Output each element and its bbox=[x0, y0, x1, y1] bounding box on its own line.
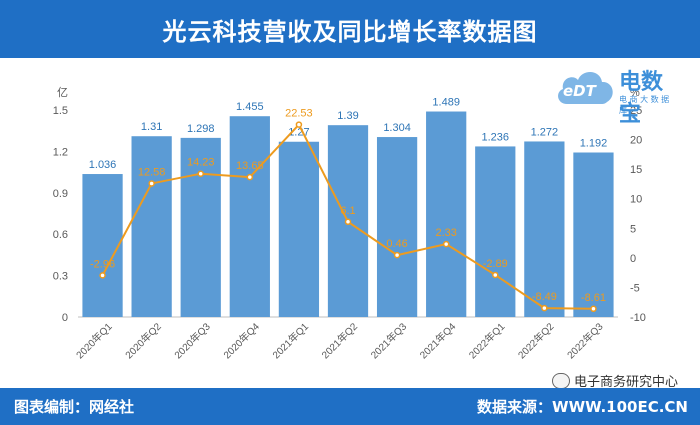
growth-rate-point bbox=[344, 218, 352, 226]
logo-brand-text: 电数宝 bbox=[619, 70, 664, 127]
y-tick-label: 0.3 bbox=[53, 271, 68, 283]
bar-value-label: 1.39 bbox=[337, 110, 358, 122]
watermark-text: 电子商务研究中心 bbox=[573, 375, 678, 390]
cloud-icon bbox=[558, 71, 613, 104]
x-tick-label: 2020年Q1 bbox=[73, 320, 115, 362]
x-tick-label: 2021年Q1 bbox=[270, 320, 312, 362]
growth-rate-point bbox=[442, 240, 450, 248]
x-tick-label: 2022年Q1 bbox=[466, 320, 508, 362]
line-value-label: -2.96 bbox=[90, 258, 115, 270]
x-tick-label: 2021年Q3 bbox=[368, 320, 410, 362]
y2-tick-label: 15 bbox=[630, 164, 642, 176]
line-value-label: 14.23 bbox=[187, 157, 215, 169]
growth-rate-point bbox=[197, 170, 204, 177]
y2-tick-label: 25 bbox=[630, 105, 642, 117]
bar-value-label: 1.27 bbox=[288, 127, 309, 139]
growth-rate-point bbox=[492, 271, 499, 279]
footer-source: 数据来源：WWW.100EC.CN bbox=[477, 398, 688, 416]
y2-axis-unit: % bbox=[630, 87, 640, 99]
growth-rate-point bbox=[99, 272, 106, 279]
x-tick-label: 2021年Q2 bbox=[319, 320, 361, 362]
y-tick-label: 1.2 bbox=[53, 146, 68, 158]
x-tick-label: 2021年Q4 bbox=[417, 320, 459, 362]
line-value-label: 12.58 bbox=[138, 166, 166, 178]
growth-rate-point bbox=[246, 173, 254, 181]
wechat-icon bbox=[551, 372, 570, 389]
revenue-bar bbox=[278, 141, 320, 317]
x-tick-label: 2022年Q3 bbox=[564, 320, 606, 362]
revenue-bar bbox=[180, 137, 221, 317]
x-tick-label: 2020年Q2 bbox=[122, 320, 164, 362]
y-tick-label: 0.9 bbox=[53, 188, 68, 200]
line-value-label: 13.65 bbox=[236, 160, 264, 172]
revenue-bar bbox=[229, 116, 270, 318]
chart-title: 光云科技营收及同比增长率数据图 bbox=[162, 17, 538, 46]
y-axis-unit: 亿 bbox=[57, 86, 68, 99]
growth-rate-point bbox=[295, 121, 303, 128]
line-value-label: 22.53 bbox=[285, 108, 313, 120]
x-tick-label: 2020年Q4 bbox=[221, 320, 263, 362]
watermark: 电子商务研究中心 bbox=[551, 371, 678, 390]
revenue-bar bbox=[524, 141, 565, 317]
y2-tick-label: -5 bbox=[630, 282, 640, 294]
line-value-label: -8.61 bbox=[581, 292, 606, 304]
y2-tick-label: 0 bbox=[630, 253, 636, 265]
y2-tick-label: 5 bbox=[630, 223, 636, 235]
bar-value-label: 1.455 bbox=[236, 101, 264, 113]
bar-value-label: 1.489 bbox=[432, 97, 460, 109]
chart-footer: 图表编制：网经社 数据来源：WWW.100EC.CN bbox=[0, 388, 700, 425]
y-tick-label: 1.5 bbox=[53, 105, 68, 117]
growth-rate-point bbox=[393, 251, 401, 259]
bar-value-label: 1.31 bbox=[141, 121, 162, 133]
logo-subtitle: 电 商 大 数 据 库 bbox=[619, 95, 670, 115]
x-tick-label: 2020年Q3 bbox=[171, 320, 213, 362]
growth-rate-point bbox=[590, 305, 597, 313]
line-value-label: 2.33 bbox=[435, 227, 456, 239]
line-value-label: 6.1 bbox=[340, 205, 355, 217]
logo-edt-text: eDT bbox=[563, 82, 596, 100]
revenue-bar bbox=[376, 137, 418, 317]
y-tick-label: 0.6 bbox=[53, 229, 68, 241]
chart-area: 0 0.3 0.6 0.9 1.2 1.5 亿 -10 -5 0 5 10 15 20 25% 1.036 1.… bbox=[0, 58, 700, 388]
revenue-bar bbox=[426, 111, 467, 317]
footer-compiler: 图表编制：网经社 bbox=[14, 398, 135, 416]
x-tick-label: 2022年Q2 bbox=[515, 320, 557, 362]
y2-tick-label: -10 bbox=[630, 312, 646, 324]
bar-value-label: 1.272 bbox=[531, 126, 559, 138]
chart-header: 光云科技营收及同比增长率数据图 bbox=[0, 0, 700, 58]
y2-tick-label: 10 bbox=[630, 194, 642, 206]
line-value-label: 0.46 bbox=[386, 238, 407, 250]
revenue-bar bbox=[82, 174, 123, 317]
revenue-bar bbox=[131, 136, 172, 317]
bar-value-label: 1.298 bbox=[187, 123, 215, 135]
y-tick-label: 0 bbox=[62, 312, 68, 324]
bar-value-label: 1.192 bbox=[580, 138, 608, 150]
brand-logo: eDT 电数宝 电 商 大 数 据 库 bbox=[555, 60, 673, 127]
growth-rate-point bbox=[541, 304, 548, 312]
revenue-chart: 0 0.3 0.6 0.9 1.2 1.5 亿 -10 -5 0 5 10 15 20 25% 1.036 1.… bbox=[53, 86, 646, 362]
growth-rate-point bbox=[148, 180, 155, 187]
bar-value-label: 1.236 bbox=[482, 131, 510, 143]
line-value-label: -2.89 bbox=[483, 258, 508, 270]
y2-tick-label: 20 bbox=[630, 135, 642, 147]
bar-value-label: 1.304 bbox=[383, 122, 411, 134]
bar-value-label: 1.036 bbox=[89, 159, 117, 171]
revenue-bar bbox=[573, 152, 614, 317]
line-value-label: -8.49 bbox=[532, 291, 557, 303]
revenue-bar bbox=[475, 146, 516, 317]
